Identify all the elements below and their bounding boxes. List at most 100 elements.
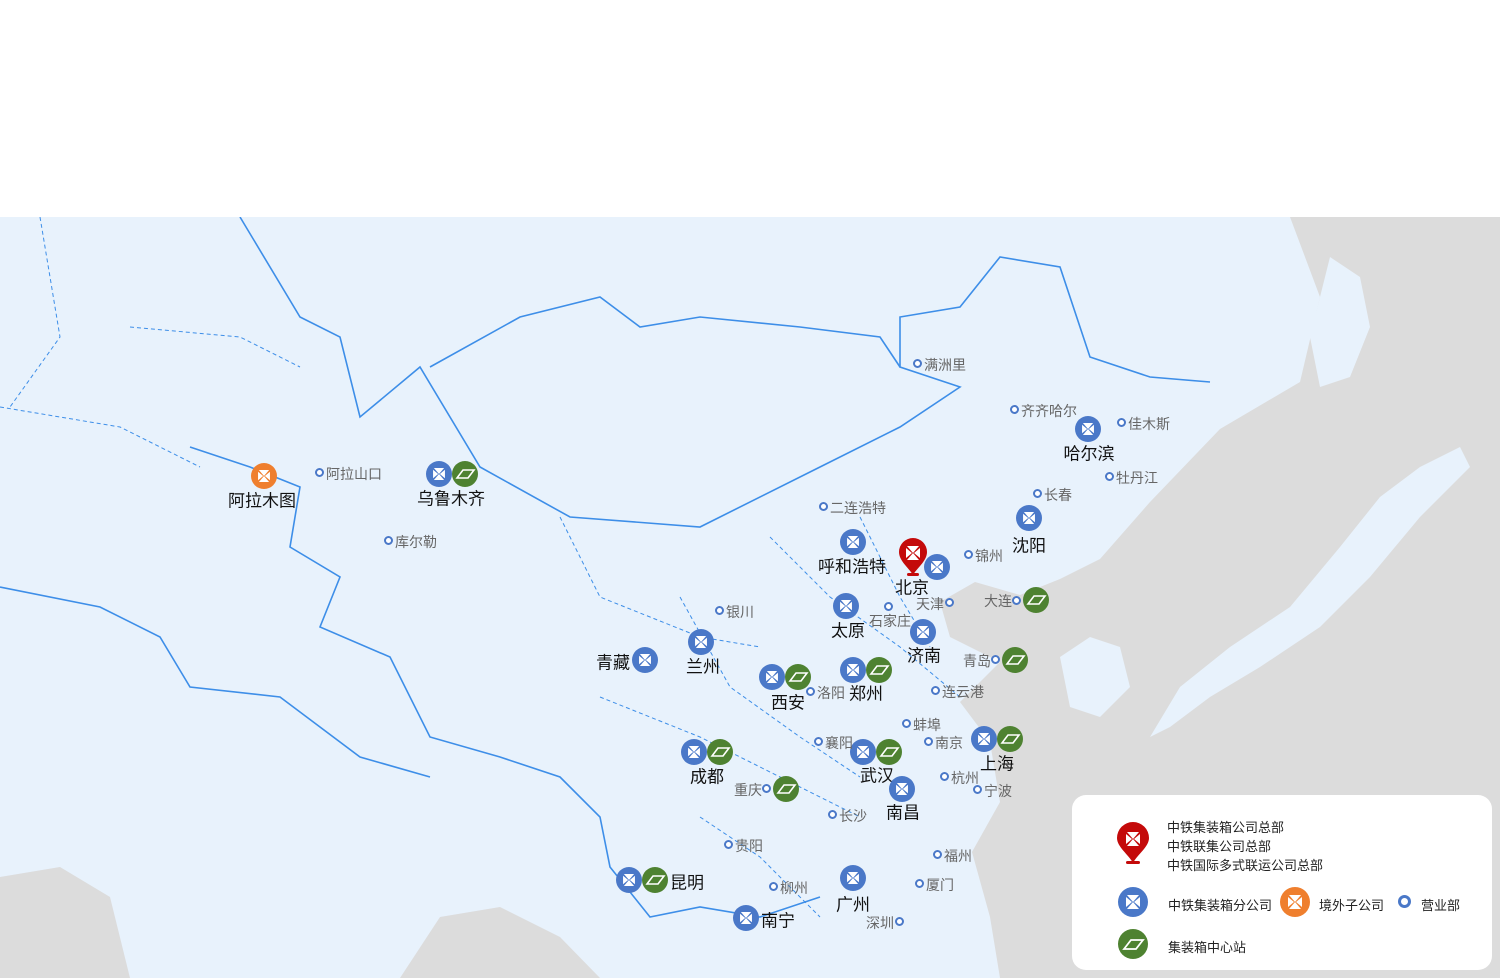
branch-icon[interactable] xyxy=(850,739,876,765)
container-station-icon[interactable] xyxy=(785,664,811,690)
branch-icon[interactable] xyxy=(688,629,714,655)
city-label: 青岛 xyxy=(963,654,991,670)
city-label: 南宁 xyxy=(761,911,795,932)
branch-icon[interactable] xyxy=(426,461,452,487)
sales-office-icon[interactable] xyxy=(924,737,933,746)
container-station-icon[interactable] xyxy=(452,461,478,487)
branch-icon[interactable] xyxy=(759,664,785,690)
sales-office-icon[interactable] xyxy=(895,917,904,926)
branch-icon[interactable] xyxy=(681,739,707,765)
city-label: 洛阳 xyxy=(817,686,845,702)
sales-office-icon[interactable] xyxy=(819,502,828,511)
sales-office-icon[interactable] xyxy=(931,686,940,695)
legend-station: 集装箱中心站 xyxy=(1168,941,1247,956)
station-icon xyxy=(1118,929,1148,959)
sales-office-icon[interactable] xyxy=(1012,596,1021,605)
city-label: 深圳 xyxy=(866,916,894,932)
sales-office-icon[interactable] xyxy=(913,359,922,368)
map[interactable]: 乌鲁木齐 阿拉木图 北京 呼和浩特 哈尔滨 沈阳 太原 济南 郑州 西安 兰州 青藏 成都 武汉 上海 南昌广… xyxy=(0,217,1500,978)
sales-office-icon[interactable] xyxy=(715,606,724,615)
city-label: 上海 xyxy=(980,754,1014,775)
city-label: 石家庄 xyxy=(869,614,911,630)
city-label: 南昌 xyxy=(886,803,920,824)
legend-hq-3: 中铁国际多式联运公司总部 xyxy=(1167,859,1324,874)
sales-office-icon[interactable] xyxy=(814,737,823,746)
city-label: 柳州 xyxy=(780,881,808,897)
city-label: 西安 xyxy=(771,693,805,714)
branch-icon[interactable] xyxy=(632,647,658,673)
sales-office-icon[interactable] xyxy=(1033,489,1042,498)
city-label: 齐齐哈尔 xyxy=(1021,404,1077,420)
hq-pin-icon[interactable] xyxy=(898,538,927,578)
legend-sales: 营业部 xyxy=(1421,899,1461,914)
city-label: 哈尔滨 xyxy=(1063,444,1115,465)
city-label: 重庆 xyxy=(734,783,762,799)
sales-office-icon[interactable] xyxy=(964,550,973,559)
branch-icon[interactable] xyxy=(889,776,915,802)
sales-office-icon[interactable] xyxy=(933,850,942,859)
sales-office-icon[interactable] xyxy=(1010,405,1019,414)
sales-office-icon[interactable] xyxy=(315,468,324,477)
city-label: 青藏 xyxy=(596,653,630,674)
sales-office-icon[interactable] xyxy=(724,840,733,849)
branch-icon[interactable] xyxy=(924,554,950,580)
city-label: 二连浩特 xyxy=(830,501,886,517)
container-station-icon[interactable] xyxy=(866,657,892,683)
branch-icon[interactable] xyxy=(910,619,936,645)
city-label: 济南 xyxy=(907,646,941,667)
branch-icon[interactable] xyxy=(1016,505,1042,531)
sales-office-icon[interactable] xyxy=(973,785,982,794)
city-label: 北京 xyxy=(895,578,929,599)
city-label: 南京 xyxy=(935,736,963,752)
branch-icon[interactable] xyxy=(971,726,997,752)
sales-office-icon[interactable] xyxy=(1105,472,1114,481)
branch-icon[interactable] xyxy=(840,865,866,891)
overseas-subsidiary-icon[interactable] xyxy=(251,463,277,489)
sales-office-icon[interactable] xyxy=(1117,418,1126,427)
city-label: 阿拉木图 xyxy=(228,491,296,512)
sales-office-icon[interactable] xyxy=(991,655,1000,664)
container-station-icon[interactable] xyxy=(1023,587,1049,613)
city-label: 杭州 xyxy=(951,771,979,787)
sales-office-icon[interactable] xyxy=(384,536,393,545)
overseas-icon xyxy=(1280,887,1310,917)
container-station-icon[interactable] xyxy=(642,867,668,893)
city-label: 福州 xyxy=(944,849,972,865)
container-station-icon[interactable] xyxy=(773,776,799,802)
city-label: 武汉 xyxy=(860,766,894,787)
sales-office-icon[interactable] xyxy=(806,687,815,696)
sales-icon xyxy=(1398,895,1411,908)
city-label: 蚌埠 xyxy=(913,718,941,734)
legend-hq-1: 中铁集装箱公司总部 xyxy=(1167,821,1285,836)
map-background xyxy=(0,217,1500,978)
sales-office-icon[interactable] xyxy=(762,784,771,793)
branch-icon[interactable] xyxy=(616,867,642,893)
city-label: 沈阳 xyxy=(1012,536,1046,557)
sales-office-icon[interactable] xyxy=(940,772,949,781)
container-station-icon[interactable] xyxy=(707,739,733,765)
branch-icon[interactable] xyxy=(833,593,859,619)
branch-icon[interactable] xyxy=(1075,416,1101,442)
city-label: 牡丹江 xyxy=(1116,471,1158,487)
city-label: 长沙 xyxy=(839,809,867,825)
branch-icon[interactable] xyxy=(840,657,866,683)
sales-office-icon[interactable] xyxy=(915,879,924,888)
city-label: 乌鲁木齐 xyxy=(417,489,485,510)
sales-office-icon[interactable] xyxy=(769,882,778,891)
sales-office-icon[interactable] xyxy=(945,598,954,607)
container-station-icon[interactable] xyxy=(1002,647,1028,673)
hq-pin-icon xyxy=(1117,822,1149,864)
branch-icon[interactable] xyxy=(840,529,866,555)
sales-office-icon[interactable] xyxy=(884,602,893,611)
branch-icon xyxy=(1118,887,1148,917)
branch-icon[interactable] xyxy=(733,905,759,931)
sales-office-icon[interactable] xyxy=(828,810,837,819)
container-station-icon[interactable] xyxy=(876,739,902,765)
city-label: 昆明 xyxy=(670,873,704,894)
city-label: 贵阳 xyxy=(735,839,763,855)
container-station-icon[interactable] xyxy=(997,726,1023,752)
city-label: 锦州 xyxy=(975,549,1003,565)
city-label: 成都 xyxy=(690,767,724,788)
city-label: 连云港 xyxy=(942,685,984,701)
sales-office-icon[interactable] xyxy=(902,719,911,728)
